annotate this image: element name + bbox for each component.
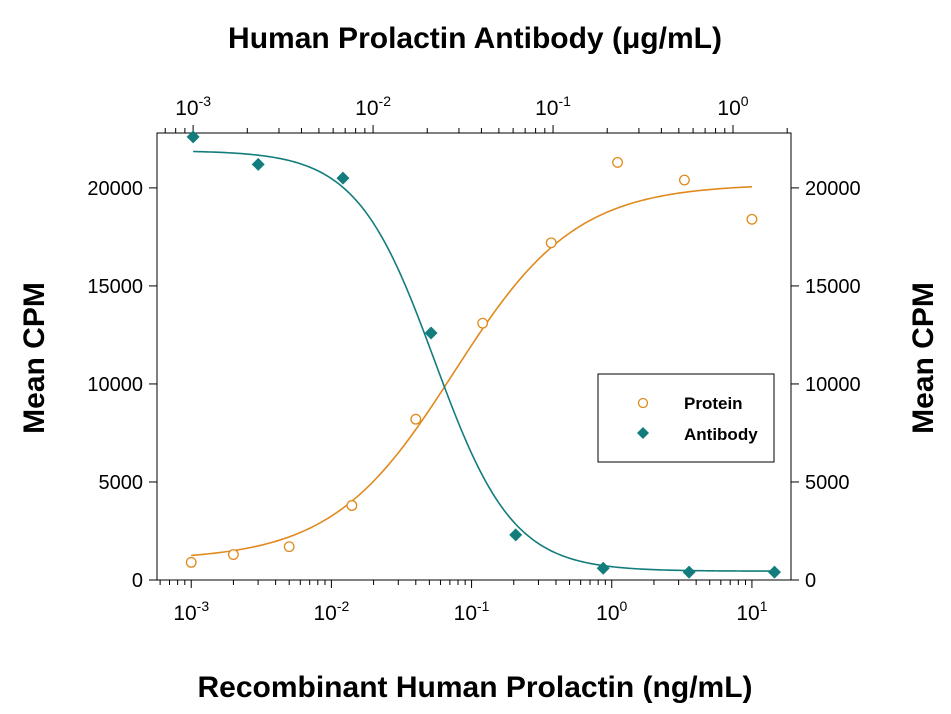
legend: Protein Antibody — [597, 373, 775, 463]
x-tick-label-bottom: 10-2 — [313, 598, 349, 625]
legend-box — [597, 373, 775, 463]
data-point-antibody — [682, 565, 696, 579]
data-point-antibody — [509, 528, 523, 542]
y-tick-label-right: 20000 — [805, 178, 861, 200]
legend-marker-protein — [637, 397, 649, 409]
x-tick-label-top: 10-1 — [535, 93, 571, 120]
plot-frame — [156, 132, 792, 581]
y-axis-label-left: Mean CPM — [18, 282, 51, 434]
y-tick-label-left: 15000 — [87, 276, 143, 298]
y-tick-label-right: 5000 — [805, 472, 850, 494]
y-axis-label-right: Mean CPM — [907, 282, 940, 434]
data-point-antibody — [596, 561, 610, 575]
data-point-antibody — [424, 326, 438, 340]
legend-label-protein: Protein — [684, 394, 743, 413]
y-tick-label-right: 0 — [805, 570, 816, 592]
data-point-protein — [746, 213, 758, 225]
y-tick-label-right: 15000 — [805, 276, 861, 298]
data-point-antibody — [336, 171, 350, 185]
y-tick-label-left: 5000 — [99, 472, 144, 494]
y-tick-label-left: 10000 — [87, 374, 143, 396]
data-point-protein — [612, 156, 624, 168]
x-ticks-top: 10-3 10-2 10-1 100 — [164, 93, 788, 133]
y-tick-label-right: 10000 — [805, 374, 861, 396]
data-point-protein — [545, 237, 557, 249]
data-point-antibody — [186, 130, 200, 144]
x-tick-label-bottom: 10-3 — [173, 598, 209, 625]
x-axis-label: Recombinant Human Prolactin (ng/mL) — [197, 671, 752, 704]
legend-marker-antibody — [637, 427, 649, 439]
data-point-protein — [678, 174, 690, 186]
x-tick-label-bottom: 10-1 — [454, 598, 490, 625]
data-point-antibody — [251, 157, 265, 171]
y-ticks-left: 0 5000 10000 15000 20000 — [87, 178, 157, 592]
y-ticks-right: 0 5000 10000 15000 20000 — [791, 178, 861, 592]
x-tick-label-top: 10-3 — [175, 93, 211, 120]
fit-curves — [191, 150, 775, 572]
x-tick-label-top: 10-2 — [355, 93, 391, 120]
y-tick-label-left: 0 — [132, 570, 143, 592]
y-tick-label-left: 20000 — [87, 178, 143, 200]
x-tick-label-bottom: 100 — [596, 598, 627, 625]
data-point-protein — [477, 317, 489, 329]
data-point-protein — [185, 556, 197, 568]
data-point-antibody — [767, 565, 781, 579]
data-point-protein — [227, 549, 239, 560]
fit-curve-antibody — [193, 150, 775, 572]
data-point-protein — [346, 500, 358, 511]
fit-curve-protein — [191, 185, 752, 557]
x-ticks-bottom: 10-3 10-2 10-1 100 101 — [159, 580, 768, 625]
data-point-protein — [283, 541, 295, 553]
legend-label-antibody: Antibody — [684, 425, 758, 444]
x-tick-label-top: 100 — [717, 93, 748, 120]
data-points — [185, 130, 781, 579]
data-point-protein — [410, 413, 422, 425]
chart-title: Human Prolactin Antibody (μg/mL) — [228, 22, 722, 55]
x-tick-label-bottom: 101 — [736, 598, 767, 625]
